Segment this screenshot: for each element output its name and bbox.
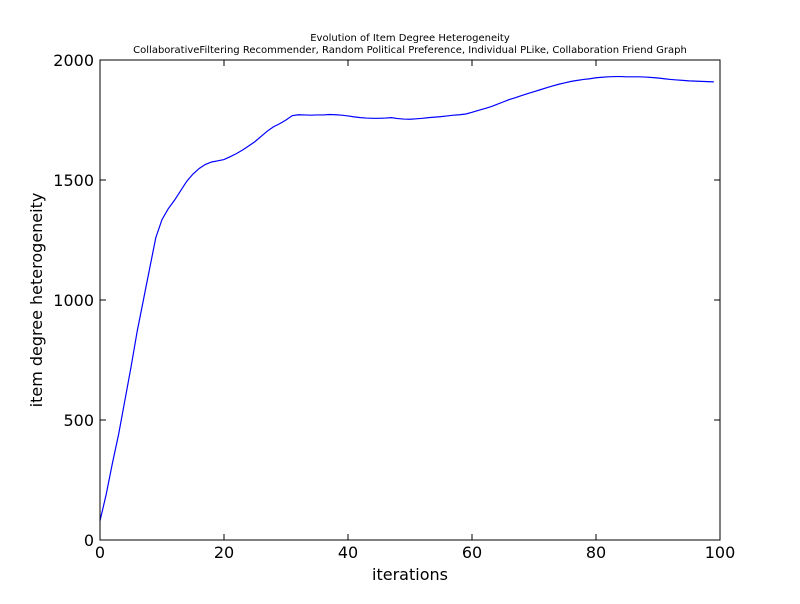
x-tick-label: 60 bbox=[462, 543, 482, 562]
x-tick-label: 20 bbox=[214, 543, 234, 562]
y-tick-label: 0 bbox=[84, 531, 94, 550]
y-axis-label: item degree heterogeneity bbox=[27, 193, 46, 408]
x-tick-label: 80 bbox=[586, 543, 606, 562]
y-tick-label: 500 bbox=[63, 411, 94, 430]
series-line-0 bbox=[99, 75, 714, 521]
x-axis-ticks: 0 20 40 60 80 100 bbox=[95, 60, 735, 562]
y-tick-label: 1500 bbox=[53, 171, 94, 190]
y-tick-label: 2000 bbox=[53, 51, 94, 70]
chart-title: Evolution of Item Degree Heterogeneity bbox=[310, 33, 510, 44]
x-tick-label: 100 bbox=[705, 543, 736, 562]
x-axis-label: iterations bbox=[372, 565, 448, 584]
chart-subtitle: CollaborativeFiltering Recommender, Rand… bbox=[133, 45, 687, 56]
x-tick-label: 0 bbox=[95, 543, 105, 562]
plot-area bbox=[99, 75, 714, 521]
x-tick-label: 40 bbox=[338, 543, 358, 562]
plot-frame bbox=[99, 59, 721, 541]
y-tick-label: 1000 bbox=[53, 291, 94, 310]
y-axis-ticks: 0 500 1000 1500 2000 bbox=[53, 51, 720, 550]
